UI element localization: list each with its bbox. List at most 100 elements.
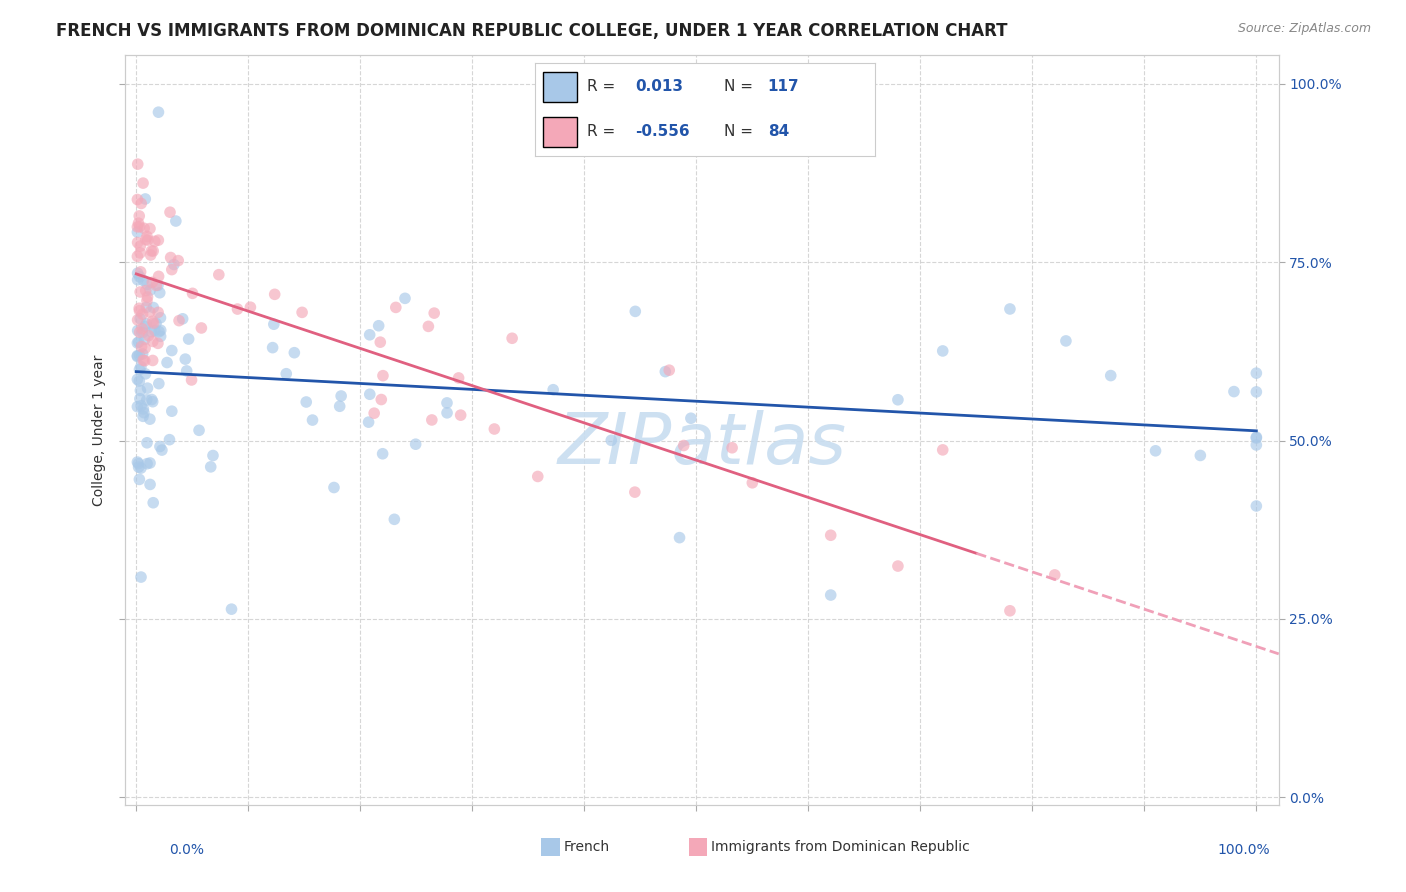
Point xyxy=(146,305,169,319)
Point xyxy=(998,301,1021,316)
Point xyxy=(382,512,405,526)
Point xyxy=(136,277,159,292)
Point xyxy=(134,192,156,206)
Point xyxy=(131,340,153,354)
Point xyxy=(127,350,149,364)
Point xyxy=(142,244,165,258)
Point xyxy=(141,392,163,407)
Point xyxy=(329,399,352,413)
Point xyxy=(141,276,163,290)
Point xyxy=(134,221,156,235)
Point xyxy=(385,301,408,315)
Point xyxy=(221,602,243,616)
Point xyxy=(291,305,314,319)
Point xyxy=(145,317,167,331)
Point xyxy=(932,343,955,358)
Point xyxy=(127,266,149,280)
Point xyxy=(148,233,170,247)
Point xyxy=(135,233,157,247)
Point xyxy=(136,290,159,304)
Point xyxy=(149,310,172,325)
Point xyxy=(127,457,149,471)
Text: Source: ZipAtlas.com: Source: ZipAtlas.com xyxy=(1237,22,1371,36)
Point xyxy=(129,311,152,326)
Point xyxy=(139,283,162,297)
Point xyxy=(932,442,955,457)
Point xyxy=(423,306,446,320)
Point xyxy=(127,273,149,287)
Point xyxy=(128,325,150,339)
Point xyxy=(679,411,702,425)
Point xyxy=(1054,334,1077,348)
Point xyxy=(128,362,150,376)
Point xyxy=(128,392,150,406)
Point xyxy=(145,278,167,293)
Point xyxy=(146,278,169,293)
Point xyxy=(139,305,162,319)
Point xyxy=(132,353,155,368)
Text: 0.0%: 0.0% xyxy=(169,843,204,857)
Point xyxy=(142,334,165,349)
Point xyxy=(142,353,165,368)
Point xyxy=(156,355,179,369)
Point xyxy=(263,287,285,301)
Point xyxy=(129,384,152,398)
Point xyxy=(142,394,165,409)
Point xyxy=(132,401,155,416)
Point xyxy=(1246,430,1268,444)
Point xyxy=(405,437,427,451)
Point xyxy=(357,415,380,429)
Point xyxy=(149,329,172,343)
Point xyxy=(418,319,440,334)
Point xyxy=(148,105,170,120)
Point xyxy=(148,269,170,284)
Point xyxy=(163,258,186,272)
Point xyxy=(128,460,150,475)
Point xyxy=(177,332,200,346)
Point xyxy=(127,335,149,350)
Point xyxy=(654,365,676,379)
Point xyxy=(447,371,470,385)
Point xyxy=(176,364,198,378)
Point xyxy=(129,265,152,279)
Point xyxy=(127,193,149,207)
Point xyxy=(127,324,149,338)
Point xyxy=(135,284,157,298)
Text: Immigrants from Dominican Republic: Immigrants from Dominican Republic xyxy=(711,840,970,855)
Point xyxy=(188,423,211,437)
Point xyxy=(127,372,149,386)
Point xyxy=(148,376,170,391)
Point xyxy=(136,293,159,308)
Point xyxy=(541,383,564,397)
Point xyxy=(127,225,149,239)
Point xyxy=(160,404,183,418)
Point xyxy=(139,477,162,491)
Point xyxy=(129,570,152,584)
Point xyxy=(141,325,163,339)
Point xyxy=(131,322,153,336)
Point xyxy=(128,348,150,362)
Point xyxy=(134,367,156,381)
Point xyxy=(149,323,172,337)
Point xyxy=(160,343,183,358)
Point xyxy=(668,531,690,545)
Point xyxy=(132,273,155,287)
Point xyxy=(128,219,150,234)
Point xyxy=(167,253,190,268)
Point xyxy=(148,325,170,339)
Point xyxy=(127,249,149,263)
Point xyxy=(129,399,152,413)
Point xyxy=(134,319,156,334)
Point xyxy=(135,317,157,331)
Point xyxy=(132,409,155,424)
Point xyxy=(135,301,157,315)
Point xyxy=(128,301,150,316)
Point xyxy=(139,248,162,262)
Point xyxy=(136,229,159,244)
Point xyxy=(172,311,194,326)
Point xyxy=(129,239,152,253)
Point xyxy=(127,157,149,171)
Point xyxy=(295,395,318,409)
Point xyxy=(139,412,162,426)
Point xyxy=(159,205,181,219)
